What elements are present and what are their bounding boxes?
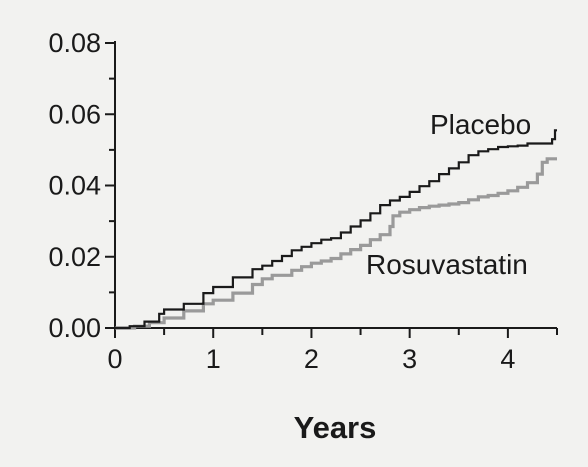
y-tick-label: 0.02: [48, 242, 101, 272]
series-line-placebo: [115, 129, 557, 330]
series-line-rosuvastatin: [115, 157, 557, 330]
series-layer: [115, 129, 557, 330]
x-tick-label: 0: [107, 344, 122, 374]
y-tick-label: 0.04: [48, 171, 101, 201]
x-tick-label: 1: [206, 344, 221, 374]
x-tick-label: 4: [500, 344, 515, 374]
x-axis-title: Years: [294, 410, 377, 445]
y-axis: 0.00 0.02 0.04 0.06 0.08: [48, 28, 116, 343]
y-tick-label: 0.06: [48, 99, 101, 129]
x-tick-label: 2: [304, 344, 319, 374]
x-axis: 0 1 2 3 4: [107, 327, 558, 374]
y-tick-label: 0.08: [48, 28, 101, 58]
series-label-placebo: Placebo: [430, 109, 531, 140]
y-tick-label: 0.00: [48, 313, 101, 343]
series-label-rosuvastatin: Rosuvastatin: [366, 249, 528, 280]
labels-layer: Placebo Rosuvastatin: [366, 109, 531, 280]
x-tick-label: 3: [402, 344, 417, 374]
